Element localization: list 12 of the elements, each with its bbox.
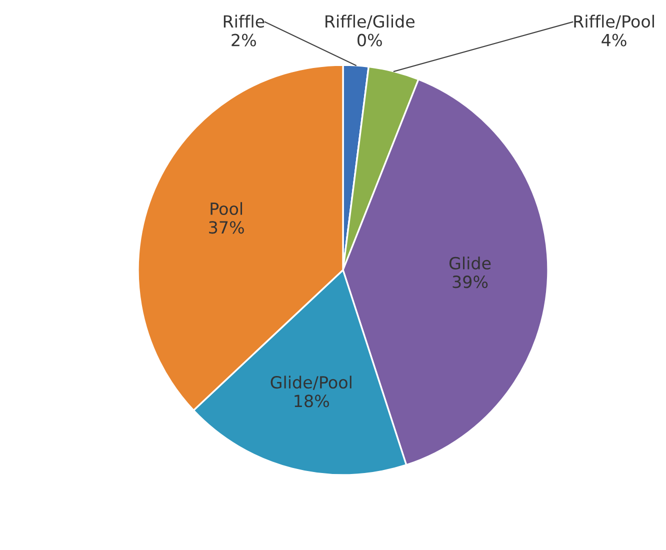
slice-label: Glide/Pool <box>270 376 352 390</box>
slice-label: Riffle <box>224 14 264 28</box>
text: 0% <box>358 34 382 46</box>
category-label: Riffle/Glide <box>326 14 414 30</box>
slice-label: Glide <box>449 256 491 270</box>
slice-label: Riffle/Pool <box>574 14 654 30</box>
data-label: 39% <box>452 276 488 288</box>
data-label: 18% <box>294 394 329 408</box>
data-label: 4% <box>602 34 626 46</box>
slice-label: Pool <box>210 202 242 216</box>
data-label: 2% <box>232 34 256 46</box>
data-label: 37% <box>209 221 244 234</box>
